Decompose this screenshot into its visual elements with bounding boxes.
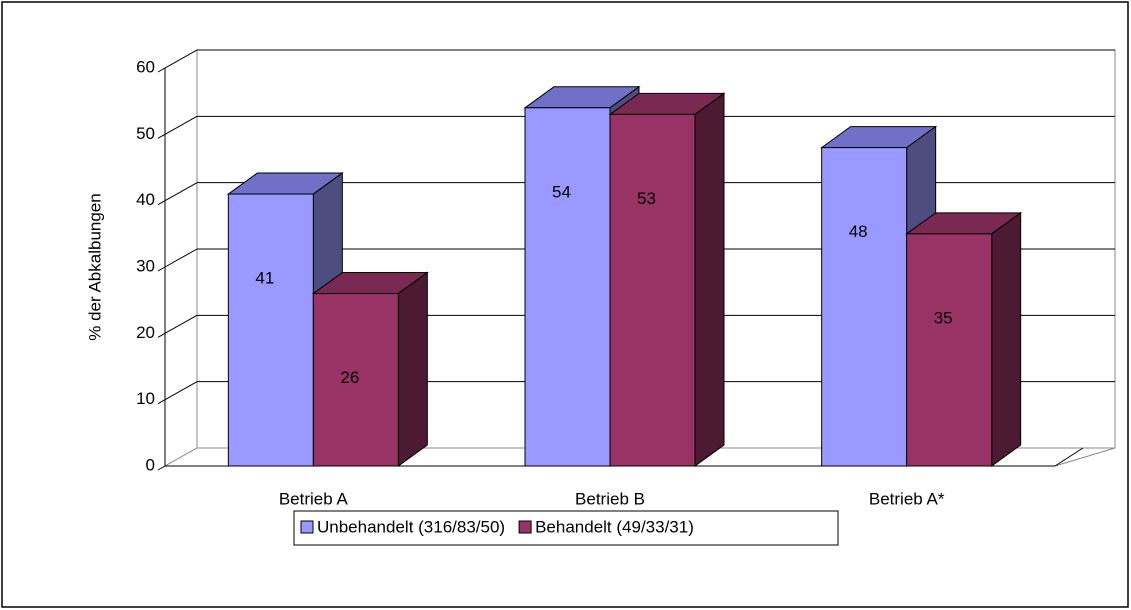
y-tick-label: 50 (136, 124, 155, 143)
x-axis-depth (1054, 447, 1084, 467)
bar (312, 293, 399, 467)
y-tick (157, 332, 166, 338)
value-label: 41 (255, 269, 274, 288)
legend-swatch (300, 520, 314, 534)
y-tick-label: 30 (136, 256, 155, 275)
legend-label: Unbehandelt (316/83/50) (317, 517, 505, 536)
grid-line (164, 49, 198, 69)
y-tick (157, 266, 166, 272)
bar (227, 193, 314, 467)
grid-line (164, 381, 198, 401)
bar-side (397, 271, 428, 467)
grid-line (164, 182, 198, 202)
y-tick-label: 20 (136, 323, 155, 342)
value-label: 53 (637, 189, 656, 208)
grid-line (164, 314, 198, 334)
legend-label: Behandelt (49/33/31) (535, 517, 694, 536)
y-tick-label: 60 (136, 57, 155, 76)
grid-line (164, 248, 198, 268)
bar-side (991, 211, 1022, 467)
x-tick-label: Betrieb A* (869, 489, 945, 508)
y-tick (157, 399, 166, 405)
bar (906, 233, 993, 467)
y-tick (157, 67, 166, 73)
y-tick (157, 465, 166, 471)
legend-swatch (518, 520, 532, 534)
y-tick-label: 0 (146, 455, 155, 474)
bar-side (694, 92, 725, 467)
value-label: 48 (849, 222, 868, 241)
y-tick (157, 200, 166, 206)
value-label: 35 (934, 308, 953, 327)
bar (609, 113, 696, 467)
y-axis-label: % der Abkalbungen (85, 193, 104, 340)
y-tick-label: 10 (136, 389, 155, 408)
bar (524, 107, 611, 467)
x-tick-label: Betrieb A (279, 489, 349, 508)
value-label: 54 (552, 182, 571, 201)
x-tick-label: Betrieb B (575, 489, 645, 508)
value-label: 26 (340, 368, 359, 387)
bar (821, 147, 908, 467)
grid-line (164, 115, 198, 135)
legend-box (293, 510, 839, 546)
y-tick-label: 40 (136, 190, 155, 209)
y-tick (157, 133, 166, 139)
